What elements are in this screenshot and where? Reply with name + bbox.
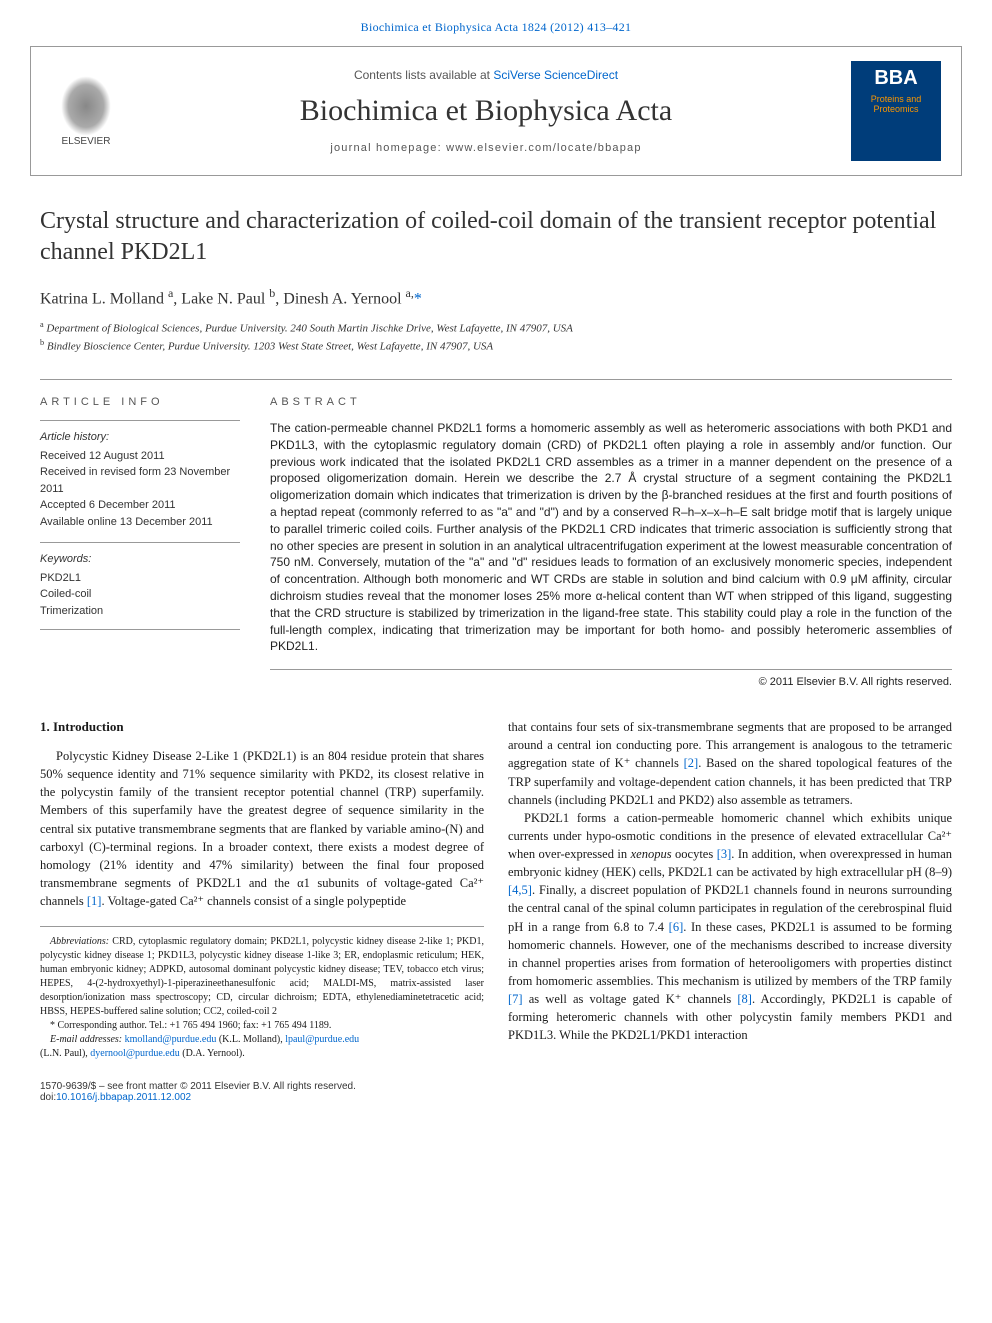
bba-cover-icon: BBA Proteins and Proteomics — [851, 61, 941, 161]
column-left: 1. Introduction Polycystic Kidney Diseas… — [40, 718, 484, 1061]
accepted-date: Accepted 6 December 2011 — [40, 497, 240, 514]
keyword: PKD2L1 — [40, 570, 240, 587]
journal-ref-link[interactable]: Biochimica et Biophysica Acta 1824 (2012… — [361, 20, 632, 34]
front-matter-line: 1570-9639/$ – see front matter © 2011 El… — [40, 1081, 952, 1092]
journal-reference-bar: Biochimica et Biophysica Acta 1824 (2012… — [0, 0, 992, 46]
doi-link[interactable]: 10.1016/j.bbapap.2011.12.002 — [56, 1092, 191, 1103]
contents-available: Contents lists available at SciVerse Sci… — [121, 68, 851, 82]
abstract-copyright: © 2011 Elsevier B.V. All rights reserved… — [270, 676, 952, 688]
citation-link[interactable]: [4,5] — [508, 883, 532, 897]
intro-paragraph-1: Polycystic Kidney Disease 2-Like 1 (PKD2… — [40, 747, 484, 910]
citation-link[interactable]: [8] — [737, 992, 752, 1006]
article-title: Crystal structure and characterization o… — [40, 206, 952, 268]
contents-text: Contents lists available at — [354, 68, 493, 82]
bba-text: BBA — [874, 67, 917, 90]
affiliation-a: a Department of Biological Sciences, Pur… — [40, 319, 952, 337]
doi-line: doi:10.1016/j.bbapap.2011.12.002 — [40, 1092, 952, 1103]
article-info-block: ARTICLE INFO Article history: Received 1… — [40, 396, 270, 688]
abbreviations: Abbreviations: CRD, cytoplasmic regulato… — [40, 935, 484, 1019]
affiliation-b: b Bindley Bioscience Center, Purdue Univ… — [40, 337, 952, 355]
citation-link[interactable]: [7] — [508, 992, 523, 1006]
column-right: that contains four sets of six-transmemb… — [508, 718, 952, 1061]
received-date: Received 12 August 2011 — [40, 448, 240, 465]
elsevier-tree-icon — [61, 76, 111, 136]
revised-date: Received in revised form 23 November 201… — [40, 464, 240, 497]
abstract-text: The cation-permeable channel PKD2L1 form… — [270, 420, 952, 670]
author-list: Katrina L. Molland a, Lake N. Paul b, Di… — [40, 286, 952, 308]
masthead-center: Contents lists available at SciVerse Sci… — [121, 68, 851, 154]
citation-link[interactable]: [1] — [87, 894, 102, 908]
citation-link[interactable]: [2] — [684, 756, 699, 770]
footnotes-block: Abbreviations: CRD, cytoplasmic regulato… — [40, 926, 484, 1061]
journal-reference: Biochimica et Biophysica Acta 1824 (2012… — [361, 20, 632, 34]
email-link[interactable]: dyernool@purdue.edu — [90, 1048, 179, 1059]
corresponding-author: * Corresponding author. Tel.: +1 765 494… — [40, 1019, 484, 1033]
citation-link[interactable]: [3] — [717, 847, 732, 861]
affiliations: a Department of Biological Sciences, Pur… — [40, 319, 952, 355]
email-link[interactable]: kmolland@purdue.edu — [125, 1034, 217, 1045]
article-info-heading: ARTICLE INFO — [40, 396, 240, 408]
keywords-block: Keywords: PKD2L1 Coiled-coil Trimerizati… — [40, 542, 240, 630]
footer-bar: 1570-9639/$ – see front matter © 2011 El… — [40, 1081, 952, 1103]
bba-subtitle: Proteins and Proteomics — [857, 94, 935, 114]
email-link[interactable]: lpaul@purdue.edu — [285, 1034, 359, 1045]
history-label: Article history: — [40, 420, 240, 446]
intro-paragraph-2: PKD2L1 forms a cation-permeable homomeri… — [508, 809, 952, 1045]
online-date: Available online 13 December 2011 — [40, 514, 240, 531]
abstract-heading: ABSTRACT — [270, 396, 952, 408]
abstract-block: ABSTRACT The cation-permeable channel PK… — [270, 396, 952, 688]
journal-title: Biochimica et Biophysica Acta — [121, 94, 851, 128]
elsevier-logo: ELSEVIER — [51, 71, 121, 151]
keywords-label: Keywords: — [40, 542, 240, 568]
journal-masthead: ELSEVIER Contents lists available at Sci… — [30, 46, 962, 176]
sciverse-link[interactable]: SciVerse ScienceDirect — [493, 68, 618, 82]
citation-link[interactable]: [6] — [669, 920, 684, 934]
journal-homepage: journal homepage: www.elsevier.com/locat… — [121, 142, 851, 154]
intro-heading: 1. Introduction — [40, 718, 484, 737]
history-block: Article history: Received 12 August 2011… — [40, 420, 240, 530]
keyword: Coiled-coil — [40, 586, 240, 603]
elsevier-label: ELSEVIER — [62, 136, 111, 147]
info-abstract-row: ARTICLE INFO Article history: Received 1… — [40, 379, 952, 688]
intro-paragraph-1-cont: that contains four sets of six-transmemb… — [508, 718, 952, 809]
keyword: Trimerization — [40, 603, 240, 620]
body-columns: 1. Introduction Polycystic Kidney Diseas… — [40, 718, 952, 1061]
emails: E-mail addresses: kmolland@purdue.edu (K… — [40, 1033, 484, 1061]
